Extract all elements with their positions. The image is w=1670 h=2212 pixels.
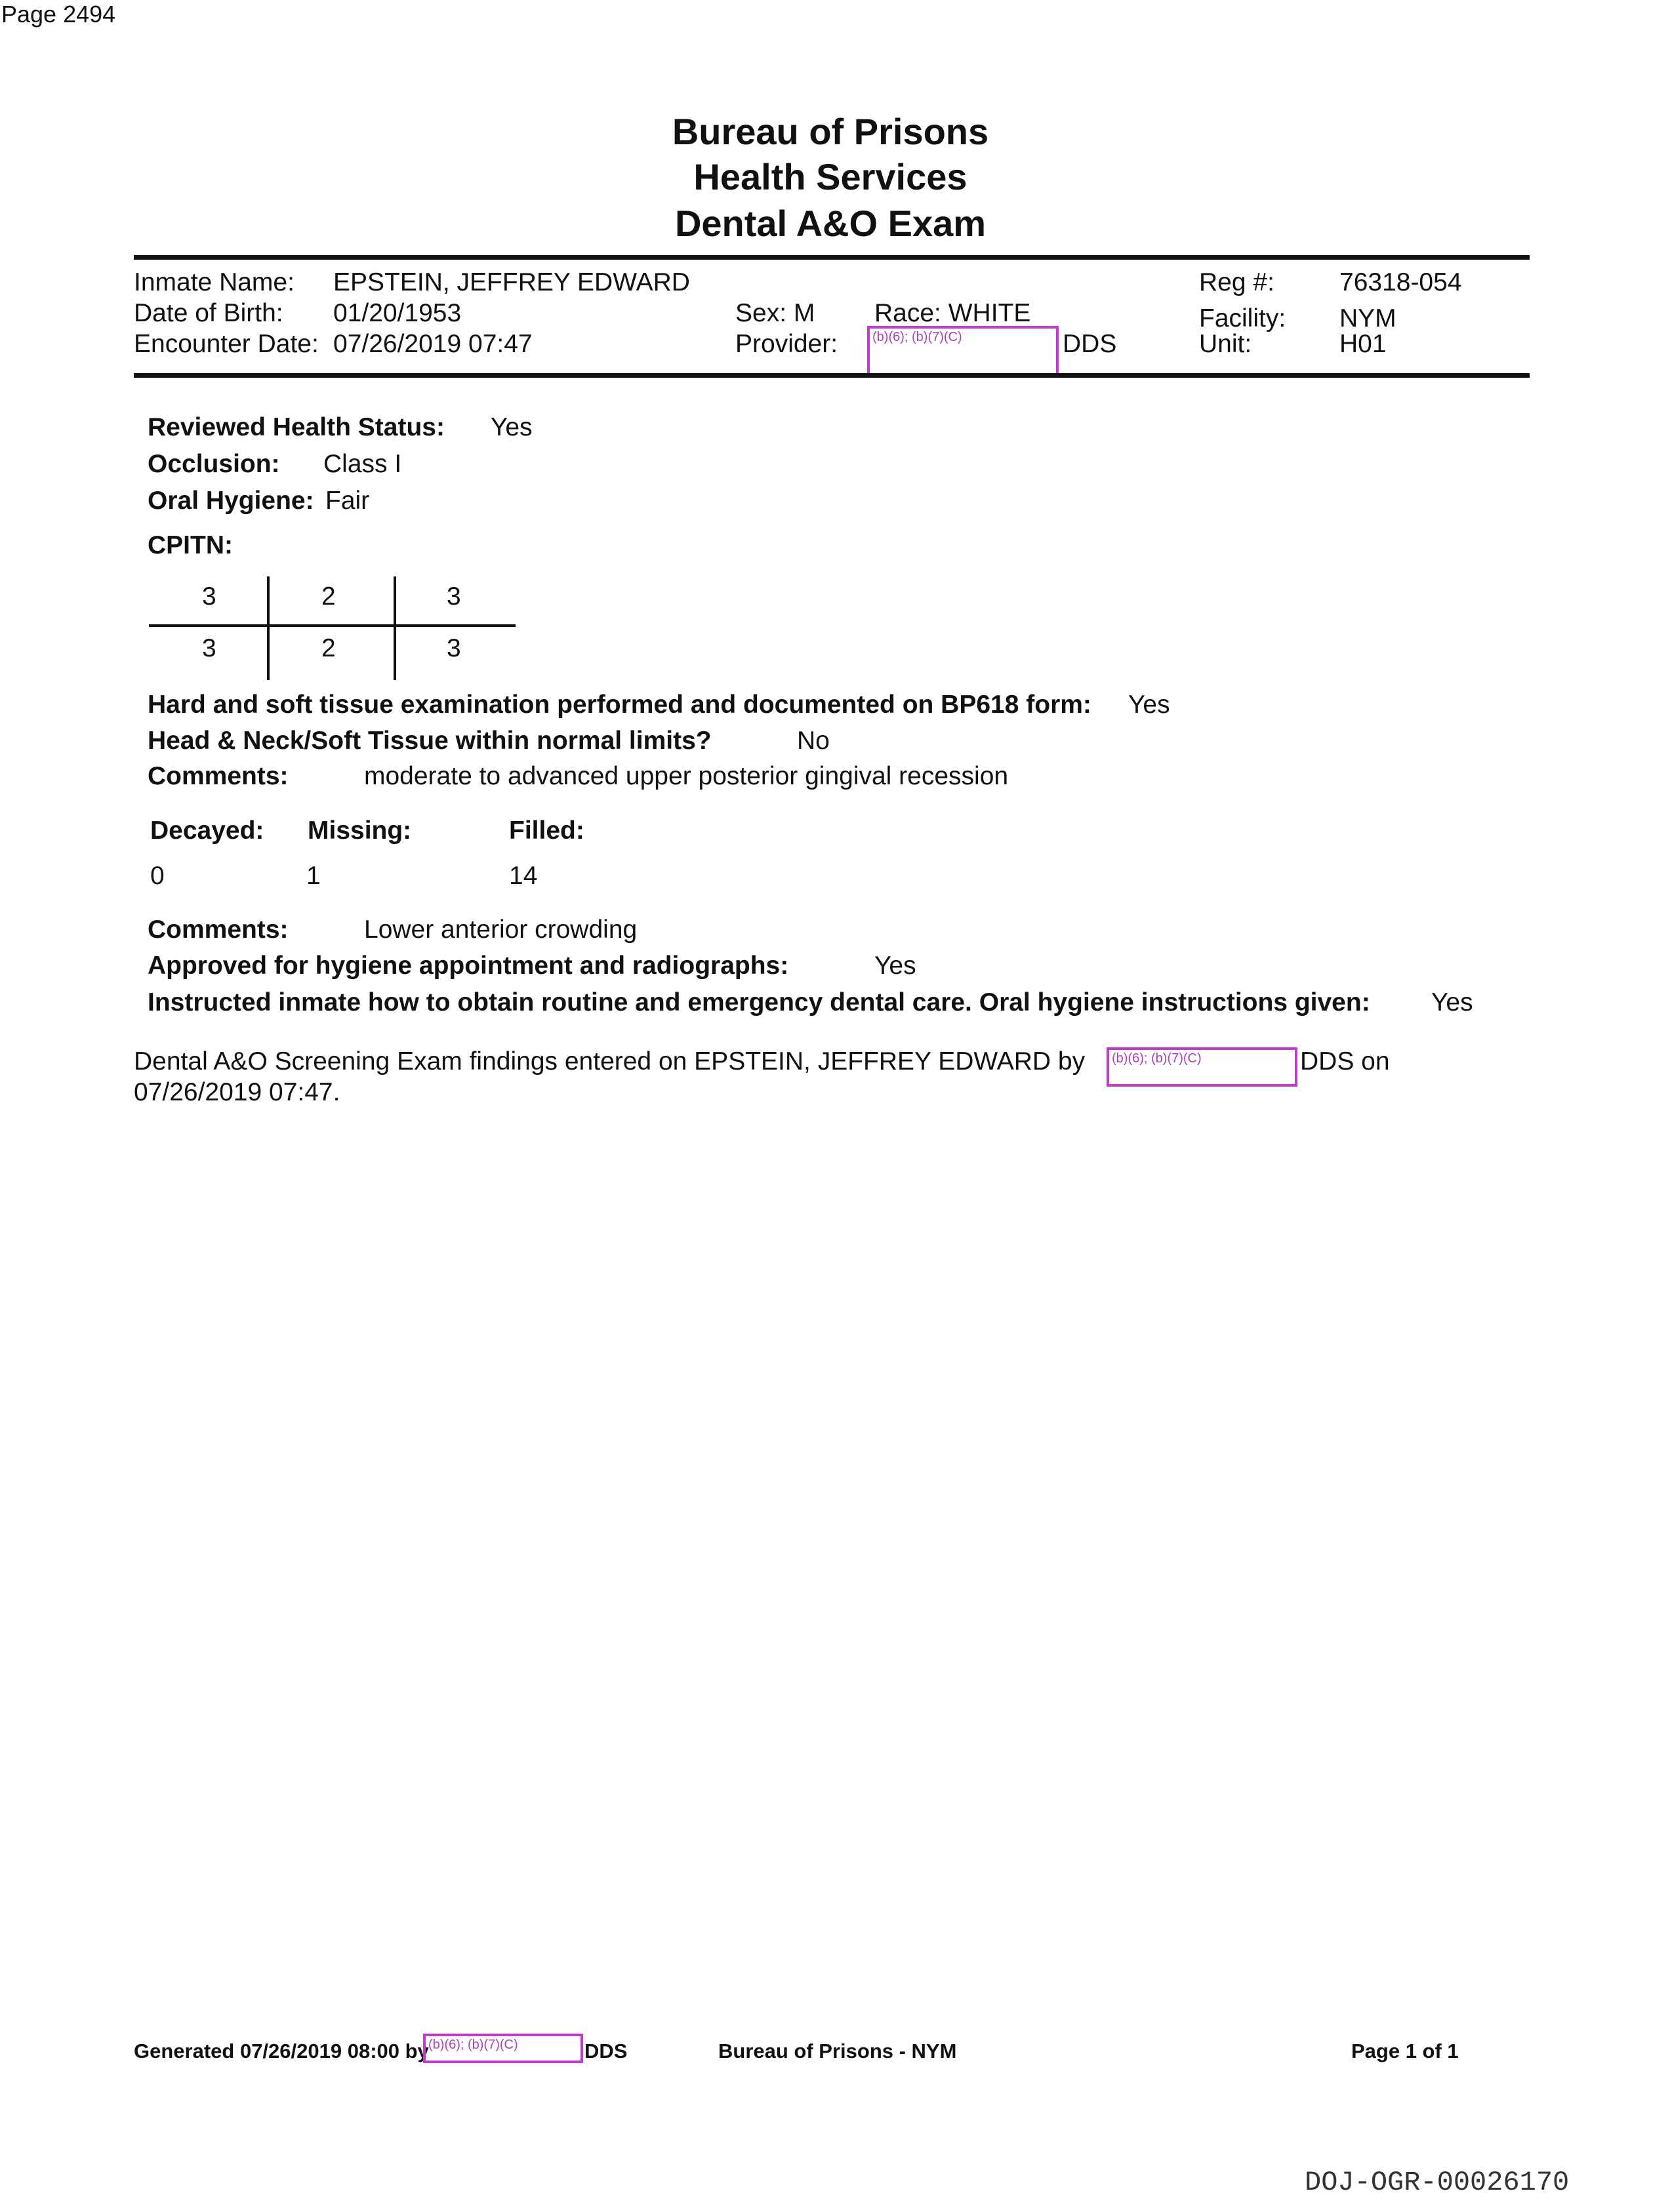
head-neck-value: No xyxy=(797,727,830,755)
encounter-label: Encounter Date: xyxy=(134,330,319,358)
provider-label: Provider: xyxy=(735,330,838,358)
facility: NYM xyxy=(1339,304,1396,332)
cpitn-cell: 2 xyxy=(321,582,336,611)
dob: 01/20/1953 xyxy=(333,299,462,327)
occlusion: Class I xyxy=(323,450,402,478)
footer-generated: Generated 07/26/2019 08:00 by xyxy=(134,2040,429,2062)
comments-label: Comments: xyxy=(148,915,289,944)
header-top-rule xyxy=(134,255,1530,260)
hygiene: Fair xyxy=(325,487,370,515)
cpitn-cell: 3 xyxy=(202,582,216,611)
cpitn-label: CPITN: xyxy=(148,531,233,559)
inmate-name: EPSTEIN, JEFFREY EDWARD xyxy=(333,268,690,296)
title-line-1: Bureau of Prisons xyxy=(672,111,989,152)
approved-value: Yes xyxy=(874,952,916,980)
doc-id: DOJ-OGR-00026170 xyxy=(1305,2167,1570,2198)
inmate-name-label: Inmate Name: xyxy=(134,268,295,296)
entry-redaction: (b)(6); (b)(7)(C) xyxy=(1107,1047,1297,1087)
provider-suffix: DDS xyxy=(1063,330,1117,358)
unit: H01 xyxy=(1339,330,1387,358)
reg-number: 76318-054 xyxy=(1339,268,1462,296)
race: Race: WHITE xyxy=(874,299,1031,327)
title-line-3: Dental A&O Exam xyxy=(674,203,987,244)
tissue-label: Hard and soft tissue examination perform… xyxy=(148,691,1091,719)
provider-redaction: (b)(6); (b)(7)(C) xyxy=(867,326,1059,376)
approved-label: Approved for hygiene appointment and rad… xyxy=(148,952,789,980)
footer-suffix: DDS xyxy=(584,2040,628,2062)
health-status-label: Reviewed Health Status: xyxy=(148,413,445,441)
entry-suffix: DDS on xyxy=(1300,1047,1390,1076)
cpitn-vertical-line xyxy=(267,576,270,680)
hygiene-label: Oral Hygiene: xyxy=(148,487,314,515)
cpitn-horizontal-line xyxy=(149,624,516,627)
reg-label: Reg #: xyxy=(1199,268,1274,296)
facility-label: Facility: xyxy=(1199,304,1286,332)
comments-value: moderate to advanced upper posterior gin… xyxy=(364,762,1009,790)
cpitn-vertical-line xyxy=(394,576,396,680)
header-bottom-rule xyxy=(134,373,1530,378)
entry-line-1: Dental A&O Screening Exam findings enter… xyxy=(134,1047,1086,1076)
tissue-value: Yes xyxy=(1128,691,1170,719)
instructed-label: Instructed inmate how to obtain routine … xyxy=(148,988,1370,1016)
title-line-2: Health Services xyxy=(693,156,967,197)
filled-value: 14 xyxy=(509,862,538,890)
sex: Sex: M xyxy=(735,299,815,327)
cpitn-cell: 3 xyxy=(202,634,216,662)
redaction-code: (b)(6); (b)(7)(C) xyxy=(1112,1051,1202,1066)
instructed-value: Yes xyxy=(1431,988,1473,1016)
dob-label: Date of Birth: xyxy=(134,299,283,327)
comments-value: Lower anterior crowding xyxy=(364,915,638,944)
decayed-value: 0 xyxy=(150,862,165,890)
encounter-date: 07/26/2019 07:47 xyxy=(333,330,533,358)
missing-value: 1 xyxy=(306,862,321,890)
page-label: Page 2494 xyxy=(1,1,116,28)
head-neck-label: Head & Neck/Soft Tissue within normal li… xyxy=(148,727,712,755)
footer-page: Page 1 of 1 xyxy=(1351,2040,1459,2062)
cpitn-cell: 3 xyxy=(447,634,461,662)
footer-redaction: (b)(6); (b)(7)(C) xyxy=(423,2034,583,2063)
cpitn-cell: 2 xyxy=(321,634,336,662)
footer-org: Bureau of Prisons - NYM xyxy=(718,2040,957,2062)
unit-label: Unit: xyxy=(1199,330,1252,358)
decayed-label: Decayed: xyxy=(150,816,264,845)
comments-label: Comments: xyxy=(148,762,289,790)
cpitn-cell: 3 xyxy=(447,582,461,611)
occlusion-label: Occlusion: xyxy=(148,450,280,478)
redaction-code: (b)(6); (b)(7)(C) xyxy=(872,330,962,344)
filled-label: Filled: xyxy=(509,816,584,845)
missing-label: Missing: xyxy=(308,816,412,845)
entry-line-2: 07/26/2019 07:47. xyxy=(134,1078,340,1106)
health-status: Yes xyxy=(491,413,533,441)
redaction-code: (b)(6); (b)(7)(C) xyxy=(428,2038,518,2052)
